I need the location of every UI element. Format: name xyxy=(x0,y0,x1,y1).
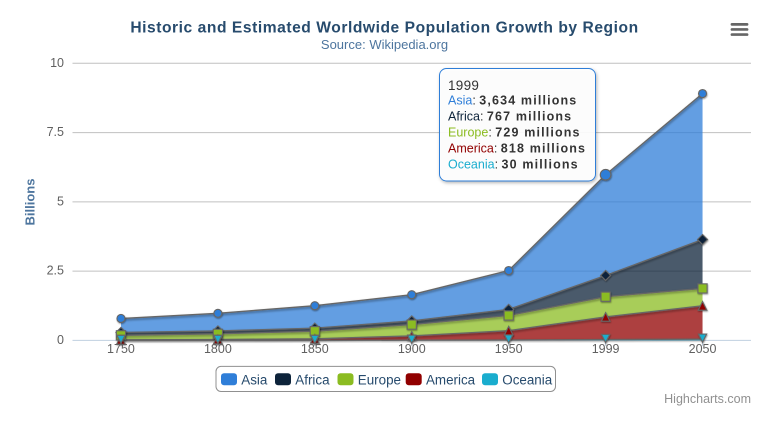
svg-text:Africa: Africa xyxy=(295,373,330,388)
svg-text:Oceania: Oceania xyxy=(502,373,552,388)
svg-text:Europe: Europe xyxy=(358,373,401,388)
svg-text:Historic and Estimated Worldwi: Historic and Estimated Worldwide Populat… xyxy=(130,19,638,36)
svg-text:Source: Wikipedia.org: Source: Wikipedia.org xyxy=(321,37,448,52)
svg-text:Africa: 767 millions: Africa: 767 millions xyxy=(448,110,572,124)
svg-text:10: 10 xyxy=(50,56,64,70)
svg-text:1999: 1999 xyxy=(592,342,620,356)
svg-text:America: 818 millions: America: 818 millions xyxy=(448,142,586,156)
svg-text:1950: 1950 xyxy=(495,342,523,356)
svg-text:1750: 1750 xyxy=(107,342,135,356)
svg-text:1900: 1900 xyxy=(398,342,426,356)
svg-text:2050: 2050 xyxy=(689,342,717,356)
svg-text:5: 5 xyxy=(57,194,64,208)
svg-text:Asia: Asia xyxy=(241,373,268,388)
svg-text:1999: 1999 xyxy=(448,78,479,93)
svg-text:Europe: 729 millions: Europe: 729 millions xyxy=(448,126,581,140)
svg-text:America: America xyxy=(426,373,476,388)
svg-text:Highcharts.com: Highcharts.com xyxy=(664,392,751,406)
svg-text:1850: 1850 xyxy=(301,342,329,356)
svg-text:7.5: 7.5 xyxy=(47,125,64,139)
svg-text:0: 0 xyxy=(57,333,64,347)
svg-text:2.5: 2.5 xyxy=(47,264,64,278)
svg-text:1800: 1800 xyxy=(204,342,232,356)
svg-text:Billions: Billions xyxy=(22,179,37,226)
svg-text:Oceania: 30 millions: Oceania: 30 millions xyxy=(448,158,579,172)
svg-text:Asia: 3,634 millions: Asia: 3,634 millions xyxy=(448,94,577,108)
